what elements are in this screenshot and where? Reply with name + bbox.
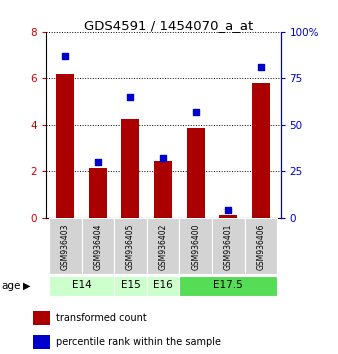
Bar	[114, 275, 147, 296]
Bar	[147, 218, 179, 274]
Text: percentile rank within the sample: percentile rank within the sample	[56, 337, 221, 347]
Point	[95, 159, 100, 165]
Text: ▶: ▶	[23, 281, 30, 291]
Bar	[56, 74, 74, 218]
Text: GSM936406: GSM936406	[257, 223, 265, 270]
Point	[63, 53, 68, 59]
Bar	[252, 83, 270, 218]
Text: transformed count: transformed count	[56, 313, 147, 323]
Bar	[212, 218, 245, 274]
Bar	[49, 218, 81, 274]
Point	[160, 155, 166, 161]
Bar	[245, 218, 277, 274]
Text: GSM936405: GSM936405	[126, 223, 135, 270]
Bar	[147, 275, 179, 296]
Point	[128, 94, 133, 100]
Bar	[121, 119, 140, 218]
Text: GSM936402: GSM936402	[159, 223, 168, 270]
Bar	[89, 168, 107, 218]
Bar	[33, 335, 50, 349]
Text: E14: E14	[72, 280, 91, 290]
Bar	[179, 275, 277, 296]
Text: GSM936403: GSM936403	[61, 223, 70, 270]
Text: GSM936404: GSM936404	[93, 223, 102, 270]
Text: GSM936400: GSM936400	[191, 223, 200, 270]
Bar	[219, 215, 237, 218]
Text: E16: E16	[153, 280, 173, 290]
Point	[226, 207, 231, 213]
Bar	[179, 218, 212, 274]
Text: GSM936401: GSM936401	[224, 223, 233, 270]
Bar	[33, 312, 50, 325]
Bar	[187, 128, 205, 218]
Bar	[81, 218, 114, 274]
Text: E17.5: E17.5	[214, 280, 243, 290]
Point	[258, 64, 264, 70]
Bar	[154, 161, 172, 218]
Point	[193, 109, 198, 115]
Text: age: age	[2, 281, 21, 291]
Bar	[114, 218, 147, 274]
Bar	[49, 275, 114, 296]
Text: GDS4591 / 1454070_a_at: GDS4591 / 1454070_a_at	[84, 19, 254, 33]
Text: E15: E15	[121, 280, 140, 290]
